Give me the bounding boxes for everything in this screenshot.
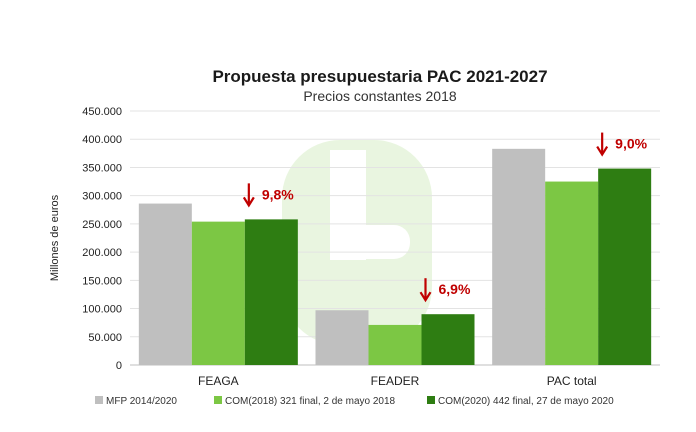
change-annotation: 9,0% — [615, 136, 647, 152]
down-arrow-head-icon — [419, 291, 432, 303]
bar-feaga-series-1 — [191, 221, 245, 365]
watermark-logo — [282, 140, 432, 345]
y-tick-label: 50.000 — [88, 332, 122, 344]
y-tick-label: 100.000 — [82, 304, 122, 316]
annotations: 9,8% 6,9% 9,0% — [242, 132, 648, 303]
down-arrow-head-icon — [242, 196, 255, 208]
change-annotation: 9,8% — [262, 186, 294, 202]
y-tick-label: 150.000 — [82, 275, 122, 287]
y-tick-label: 200.000 — [82, 247, 122, 259]
chart-subtitle: Precios constantes 2018 — [303, 88, 457, 104]
bar-pac-total-series-0 — [492, 148, 546, 365]
y-axis-ticks: 0 50.000 100.000 150.000 200.000 250.000 300.0… — [82, 106, 122, 372]
bar-pac-total-series-2 — [598, 168, 652, 365]
bars — [138, 148, 652, 365]
legend: MFP 2014/2020 COM(2018) 321 final, 2 de m… — [95, 396, 614, 407]
y-tick-label: 250.000 — [82, 219, 122, 231]
chart-title: Propuesta presupuestaria PAC 2021-2027 — [212, 67, 547, 86]
change-annotation: 6,9% — [439, 281, 471, 297]
legend-label: COM(2020) 442 final, 27 de mayo 2020 — [438, 396, 614, 407]
y-tick-label: 300.000 — [82, 191, 122, 203]
legend-swatch — [95, 396, 103, 404]
x-category-label: FEADER — [371, 374, 420, 388]
bar-pac-total-series-1 — [545, 181, 599, 365]
y-tick-label: 350.000 — [82, 162, 122, 174]
x-category-label: PAC total — [547, 374, 597, 388]
bar-feaga-series-0 — [138, 203, 192, 365]
bar-feader-series-2 — [421, 314, 475, 365]
x-axis-categories: FEAGA FEADER PAC total — [198, 374, 597, 388]
legend-label: COM(2018) 321 final, 2 de mayo 2018 — [225, 396, 396, 407]
y-axis-label: Millones de euros — [49, 194, 61, 281]
y-tick-label: 400.000 — [82, 134, 122, 146]
down-arrow-head-icon — [596, 145, 609, 157]
legend-swatch — [427, 396, 435, 404]
bar-feader-series-1 — [368, 324, 422, 365]
bar-feader-series-0 — [315, 310, 369, 365]
bar-feaga-series-2 — [244, 219, 298, 365]
y-tick-label: 450.000 — [82, 106, 122, 118]
legend-swatch — [214, 396, 222, 404]
x-category-label: FEAGA — [198, 374, 239, 388]
y-tick-label: 0 — [116, 360, 122, 372]
legend-label: MFP 2014/2020 — [106, 396, 177, 407]
